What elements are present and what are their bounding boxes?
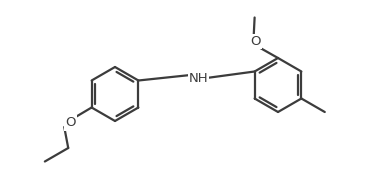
- Text: O: O: [65, 117, 75, 129]
- Text: NH: NH: [189, 71, 208, 84]
- Text: O: O: [250, 35, 261, 48]
